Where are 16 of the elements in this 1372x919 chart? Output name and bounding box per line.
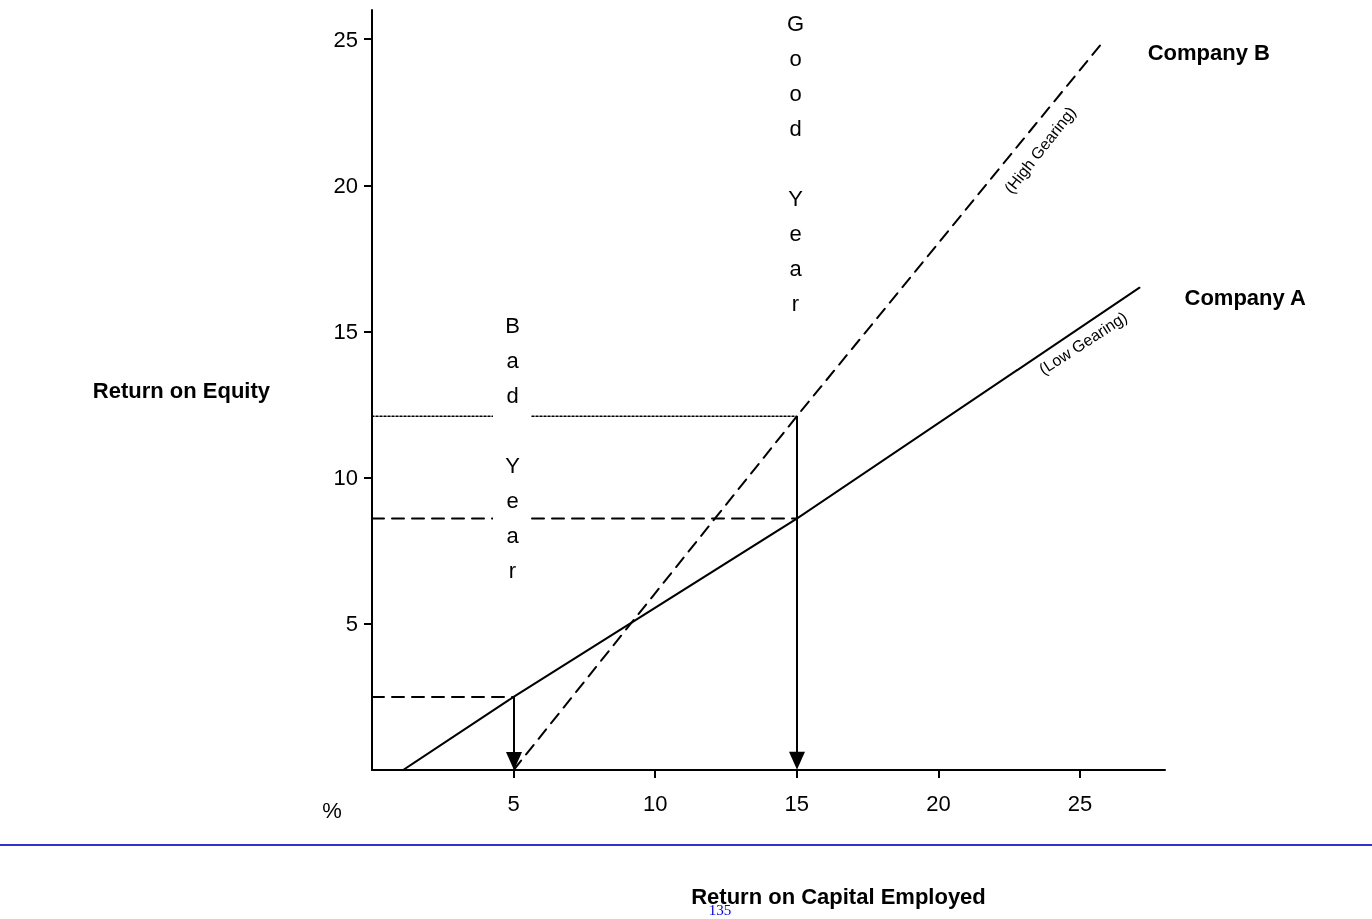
y-tick-label: 5 bbox=[345, 611, 358, 637]
text: Company B bbox=[1147, 39, 1270, 65]
annotation: Bad Year bbox=[493, 313, 531, 593]
y-axis-title: Return on Equity bbox=[92, 377, 271, 403]
y-tick-label: 20 bbox=[333, 172, 358, 198]
x-tick-label: 25 bbox=[1067, 790, 1093, 816]
text: Company A bbox=[1184, 285, 1307, 311]
annotation: Good Year bbox=[776, 11, 814, 326]
y-tick-label: 25 bbox=[333, 26, 358, 52]
y-tick-label: 10 bbox=[333, 465, 358, 491]
x-tick-label: 5 bbox=[507, 790, 520, 816]
x-tick-label: 20 bbox=[926, 790, 951, 816]
x-tick-label: 15 bbox=[784, 790, 810, 816]
text: % bbox=[322, 797, 342, 823]
y-tick-label: 15 bbox=[333, 319, 358, 345]
x-tick-label: 10 bbox=[642, 790, 668, 816]
